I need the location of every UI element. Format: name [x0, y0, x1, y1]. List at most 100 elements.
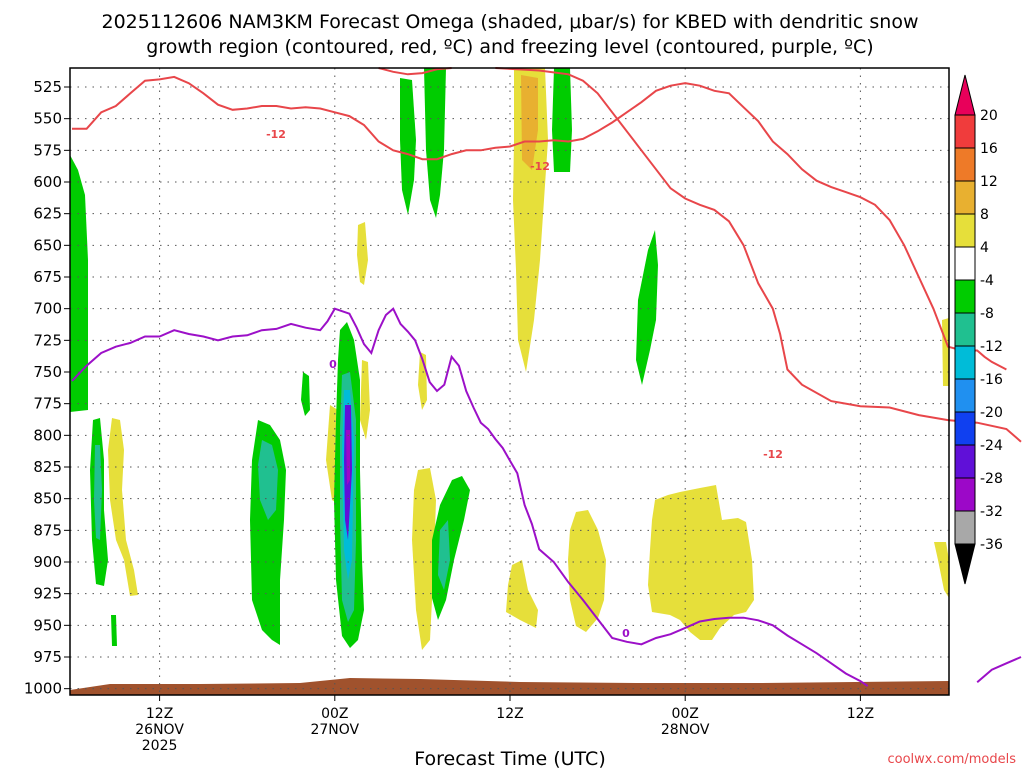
x-tick-label: 28NOV — [661, 722, 710, 738]
y-tick-label: 900 — [33, 553, 62, 571]
omega-teal-region — [438, 520, 450, 590]
colorbar-segment — [954, 147, 976, 182]
colorbar-label: -28 — [980, 471, 1003, 487]
colorbar-label: -36 — [980, 537, 1003, 553]
omega-green-region — [552, 68, 572, 172]
x-tick-label: 12Z — [146, 706, 173, 722]
dgz-contour-label: -12 — [266, 128, 286, 141]
colorbar-segment — [954, 246, 976, 281]
chart-title-line2: growth region (contoured, red, ºC) and f… — [146, 36, 873, 58]
omega-magenta-region — [346, 430, 350, 485]
colorbar-segment — [954, 444, 976, 479]
colorbar-label: 16 — [980, 141, 998, 157]
contour-freezing_level_0C — [71, 307, 869, 687]
omega-green-region — [636, 230, 658, 385]
y-tick-label: 650 — [33, 236, 62, 254]
credit-text: coolwx.com/models — [887, 752, 1016, 767]
y-tick-label: 750 — [33, 363, 62, 381]
omega-yellow-region — [513, 68, 548, 372]
colorbar-label: -20 — [980, 405, 1003, 421]
y-tick-label: 825 — [33, 458, 62, 476]
y-tick-label: 525 — [33, 78, 62, 96]
x-tick-label: 12Z — [496, 706, 523, 722]
y-tick-label: 725 — [33, 331, 62, 349]
colorbar-segment — [954, 510, 976, 545]
colorbar-label: -8 — [980, 306, 994, 322]
temperature-contours — [71, 67, 1022, 687]
omega-green-region — [424, 68, 446, 218]
freezing-contour-label: 0 — [622, 627, 630, 640]
omega-green-region — [301, 372, 310, 416]
x-tick-label: 12Z — [847, 706, 874, 722]
y-tick-label: 975 — [33, 648, 62, 666]
y-axis: 525 550 575 600 625 650 675 700 725 750 775 800 825 8… — [24, 78, 70, 698]
colorbar-segment — [954, 411, 976, 446]
omega-yellow-region — [357, 222, 368, 285]
colorbar-bottom-arrow — [954, 543, 976, 585]
omega-yellow-region — [360, 360, 370, 440]
colorbar-label: -4 — [980, 273, 994, 289]
omega-yellow-region — [568, 510, 606, 632]
colorbar-label: 8 — [980, 207, 989, 223]
omega-yellow-region — [412, 468, 436, 650]
y-tick-label: 600 — [33, 173, 62, 191]
colorbar-segment — [954, 345, 976, 380]
contour-dgz_-12C_lower_right — [495, 67, 1022, 443]
x-tick-label: 27NOV — [310, 722, 359, 738]
terrain-surface — [70, 678, 949, 695]
y-tick-label: 575 — [33, 141, 62, 159]
x-tick-label: 00Z — [321, 706, 348, 722]
y-tick-label: 1000 — [24, 680, 62, 698]
omega-teal-region — [94, 445, 102, 540]
omega-yellow-region — [108, 418, 138, 596]
y-tick-label: 775 — [33, 395, 62, 413]
dgz-contour-label: -12 — [763, 448, 783, 461]
omega-green-region — [111, 615, 117, 646]
omega-green-region — [70, 155, 88, 412]
plot-area: -12 -12 -12 0 0 — [69, 67, 1022, 696]
y-tick-label: 700 — [33, 300, 62, 318]
x-tick-label: 2025 — [142, 738, 178, 754]
y-tick-label: 875 — [33, 521, 62, 539]
contour-dgz_-12C_lower — [378, 67, 452, 76]
freezing-contour-label: 0 — [329, 358, 337, 371]
chart-title-line1: 2025112606 NAM3KM Forecast Omega (shaded… — [101, 11, 918, 33]
colorbar-segment — [954, 180, 976, 215]
omega-yellow-region — [506, 560, 538, 628]
contour-labels: -12 -12 -12 0 0 — [266, 128, 783, 640]
colorbar-label: -12 — [980, 339, 1003, 355]
dgz-contour-label: -12 — [530, 160, 550, 173]
y-tick-label: 950 — [33, 616, 62, 634]
colorbar-segment — [954, 477, 976, 512]
omega-shading — [70, 68, 949, 650]
colorbar-label: -32 — [980, 504, 1003, 520]
y-tick-label: 925 — [33, 585, 62, 603]
y-tick-label: 800 — [33, 426, 62, 444]
colorbar-segment — [954, 312, 976, 347]
x-tick-label: 00Z — [671, 706, 698, 722]
colorbar-segment — [954, 114, 976, 149]
colorbar: 20 16 12 8 4 -4 -8 -12 -16 -20 -24 -28 -32 -36 — [954, 74, 1003, 585]
y-tick-label: 675 — [33, 268, 62, 286]
y-tick-label: 850 — [33, 490, 62, 508]
colorbar-label: 4 — [980, 240, 989, 256]
omega-green-region — [432, 476, 470, 620]
x-axis-title: Forecast Time (UTC) — [414, 748, 605, 768]
colorbar-segment — [954, 213, 976, 248]
omega-yellow-region — [934, 542, 949, 598]
contour-dgz_-12C_upper — [72, 75, 1007, 371]
terrain-fill — [70, 678, 949, 695]
omega-green-region — [400, 78, 416, 215]
colorbar-label: -24 — [980, 438, 1003, 454]
colorbar-label: 12 — [980, 174, 998, 190]
colorbar-segment — [954, 378, 976, 413]
omega-orange-region — [521, 75, 538, 170]
colorbar-label: 20 — [980, 108, 998, 124]
omega-teal-region — [258, 440, 278, 520]
y-tick-label: 625 — [33, 205, 62, 223]
colorbar-label: -16 — [980, 372, 1003, 388]
colorbar-segment — [954, 279, 976, 314]
omega-yellow-region — [942, 318, 949, 386]
